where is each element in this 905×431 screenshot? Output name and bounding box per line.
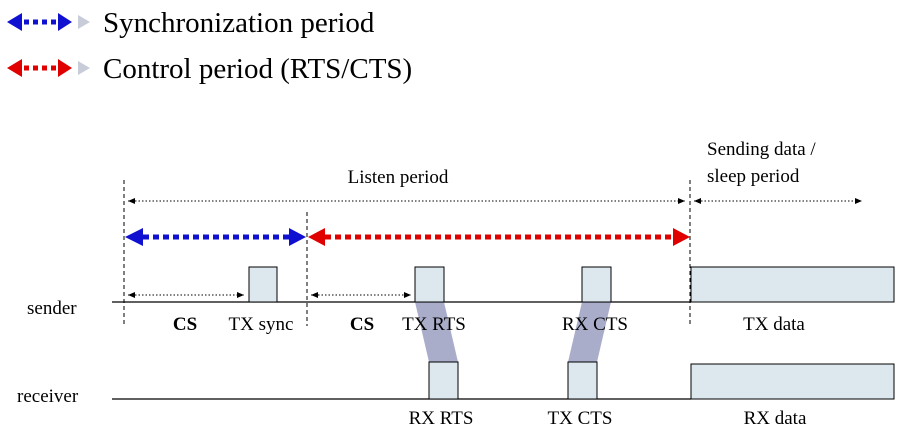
- tx-data-block: [690, 266, 895, 303]
- rx-cts-label: RX CTS: [562, 314, 628, 335]
- sync-period-arrow: [125, 228, 306, 246]
- rx-cts-block: [581, 266, 612, 303]
- tx-data-label: TX data: [743, 314, 805, 335]
- legend-sync: Synchronization period: [7, 7, 375, 39]
- sync-legend-arrow-icon: [7, 13, 90, 31]
- rts-link: [415, 302, 458, 362]
- tx-sync-label: TX sync: [229, 314, 294, 335]
- sending-period-label-line2: sleep period: [707, 166, 800, 187]
- tx-sync-block: [248, 266, 278, 303]
- cs-label-1: CS: [173, 314, 197, 335]
- tx-cts-label: TX CTS: [548, 408, 613, 429]
- cts-link: [568, 302, 611, 362]
- sender-row-label: sender: [27, 298, 77, 319]
- legend-control: Control period (RTS/CTS): [7, 53, 412, 85]
- sync-legend-label: Synchronization period: [103, 7, 375, 39]
- tx-rts-label: TX RTS: [402, 314, 466, 335]
- rx-data-block: [690, 363, 895, 400]
- control-period-arrow: [308, 228, 690, 246]
- control-legend-label: Control period (RTS/CTS): [103, 53, 412, 85]
- rx-data-label: RX data: [744, 408, 807, 429]
- rx-rts-label: RX RTS: [409, 408, 474, 429]
- sending-period-label-line1: Sending data /: [707, 139, 816, 160]
- tx-rts-block: [414, 266, 445, 303]
- rx-rts-block: [428, 361, 459, 400]
- cs-label-2: CS: [350, 314, 374, 335]
- tx-cts-block: [567, 361, 598, 400]
- listen-period-label: Listen period: [348, 167, 449, 188]
- control-legend-arrow-icon: [7, 59, 90, 77]
- receiver-row-label: receiver: [17, 386, 79, 407]
